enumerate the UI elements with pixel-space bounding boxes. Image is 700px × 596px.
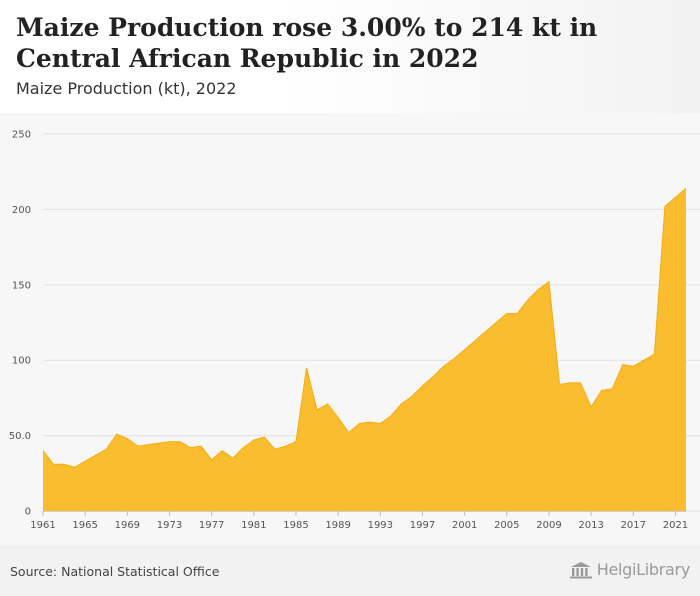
x-tick-label: 2013 <box>578 520 603 531</box>
data-point-1970[interactable] <box>136 444 140 448</box>
data-point-1997[interactable] <box>420 384 424 388</box>
data-point-2015[interactable] <box>610 387 614 391</box>
x-tick-label: 1965 <box>72 520 97 531</box>
data-point-1973[interactable] <box>167 440 171 444</box>
series-area <box>43 188 686 511</box>
y-tick-label: 200 <box>12 205 31 216</box>
data-point-2022[interactable] <box>684 186 688 190</box>
data-point-2001[interactable] <box>463 348 467 352</box>
chart-header: Maize Production rose 3.00% to 214 kt in… <box>0 0 700 113</box>
data-point-1978[interactable] <box>220 449 224 453</box>
x-tick-label: 1993 <box>368 520 393 531</box>
data-point-1988[interactable] <box>326 402 330 406</box>
data-point-2011[interactable] <box>568 381 572 385</box>
data-point-1969[interactable] <box>125 437 129 441</box>
data-point-1965[interactable] <box>83 459 87 463</box>
data-point-2021[interactable] <box>673 195 677 199</box>
x-tick-label: 1973 <box>157 520 182 531</box>
data-point-1980[interactable] <box>241 446 245 450</box>
series-area-layer <box>41 186 688 511</box>
x-tick-label: 1969 <box>115 520 140 531</box>
data-point-1987[interactable] <box>315 408 319 412</box>
x-tick-label: 1985 <box>283 520 308 531</box>
data-point-1992[interactable] <box>368 420 372 424</box>
data-point-1995[interactable] <box>399 402 403 406</box>
data-point-1999[interactable] <box>442 364 446 368</box>
data-point-1989[interactable] <box>336 416 340 420</box>
data-point-1968[interactable] <box>115 432 119 436</box>
data-point-1961[interactable] <box>41 449 45 453</box>
data-point-1998[interactable] <box>431 375 435 379</box>
data-point-2000[interactable] <box>452 357 456 361</box>
data-point-1993[interactable] <box>378 422 382 426</box>
data-point-2020[interactable] <box>663 204 667 208</box>
data-point-2006[interactable] <box>515 311 519 315</box>
x-tick-label: 1997 <box>410 520 435 531</box>
data-point-2019[interactable] <box>652 352 656 356</box>
data-point-1974[interactable] <box>178 440 182 444</box>
data-point-1972[interactable] <box>157 441 161 445</box>
chart-subtitle: Maize Production (kt), 2022 <box>16 79 237 98</box>
data-point-2009[interactable] <box>547 280 551 284</box>
y-axis: 0 50.0 100 150 200 250 <box>9 130 31 518</box>
data-point-1979[interactable] <box>231 456 235 460</box>
data-point-1962[interactable] <box>52 462 56 466</box>
x-tick-label: 2017 <box>621 520 646 531</box>
y-tick-label: 100 <box>12 356 31 367</box>
data-point-1984[interactable] <box>283 444 287 448</box>
data-point-2007[interactable] <box>526 298 530 302</box>
chart-footer: Source: National Statistical Office Helg… <box>0 545 700 596</box>
data-point-2010[interactable] <box>558 382 562 386</box>
data-point-1977[interactable] <box>210 458 214 462</box>
data-point-1976[interactable] <box>199 444 203 448</box>
y-tick-label: 50.0 <box>9 431 31 442</box>
data-point-1967[interactable] <box>104 447 108 451</box>
helgi-library-logo[interactable]: HelgiLibrary <box>569 560 690 579</box>
data-point-1964[interactable] <box>73 465 77 469</box>
x-tick-label: 2009 <box>536 520 561 531</box>
x-tick-label: 2021 <box>663 520 688 531</box>
data-point-2014[interactable] <box>600 388 604 392</box>
data-point-2018[interactable] <box>642 358 646 362</box>
data-point-1971[interactable] <box>146 443 150 447</box>
data-point-1996[interactable] <box>410 394 414 398</box>
data-point-1994[interactable] <box>389 414 393 418</box>
logo-text: HelgiLibrary <box>596 560 691 579</box>
data-point-2004[interactable] <box>494 321 498 325</box>
x-tick-label: 1989 <box>325 520 350 531</box>
x-axis: 1961 1965 1969 1973 1977 1981 1985 1989 1993 1997… <box>30 511 688 531</box>
data-point-2016[interactable] <box>621 363 625 367</box>
data-point-1963[interactable] <box>62 462 66 466</box>
data-point-2012[interactable] <box>579 381 583 385</box>
data-point-1985[interactable] <box>294 440 298 444</box>
y-tick-label: 0 <box>25 507 31 518</box>
x-tick-label: 2005 <box>494 520 519 531</box>
series-line <box>42 187 687 468</box>
data-point-1991[interactable] <box>357 422 361 426</box>
data-point-2017[interactable] <box>631 364 635 368</box>
x-tick-label: 1981 <box>241 520 266 531</box>
data-point-1990[interactable] <box>347 431 351 435</box>
data-point-1981[interactable] <box>252 438 256 442</box>
library-building-icon <box>569 561 592 578</box>
y-tick-label: 150 <box>12 280 31 291</box>
chart-title: Maize Production rose 3.00% to 214 kt in… <box>16 13 598 73</box>
data-point-1986[interactable] <box>305 366 309 370</box>
x-tick-label: 1961 <box>30 520 55 531</box>
data-point-2003[interactable] <box>484 330 488 334</box>
data-point-1975[interactable] <box>189 446 193 450</box>
x-tick-label: 2001 <box>452 520 477 531</box>
data-point-1966[interactable] <box>94 453 98 457</box>
data-point-2013[interactable] <box>589 405 593 409</box>
data-point-2005[interactable] <box>505 311 509 315</box>
source-note: Source: National Statistical Office <box>10 564 220 579</box>
data-point-1982[interactable] <box>262 435 266 439</box>
data-point-2008[interactable] <box>536 287 540 291</box>
data-point-1983[interactable] <box>273 447 277 451</box>
data-point-2002[interactable] <box>473 339 477 343</box>
x-tick-label: 1977 <box>199 520 224 531</box>
y-tick-label: 250 <box>12 130 31 141</box>
